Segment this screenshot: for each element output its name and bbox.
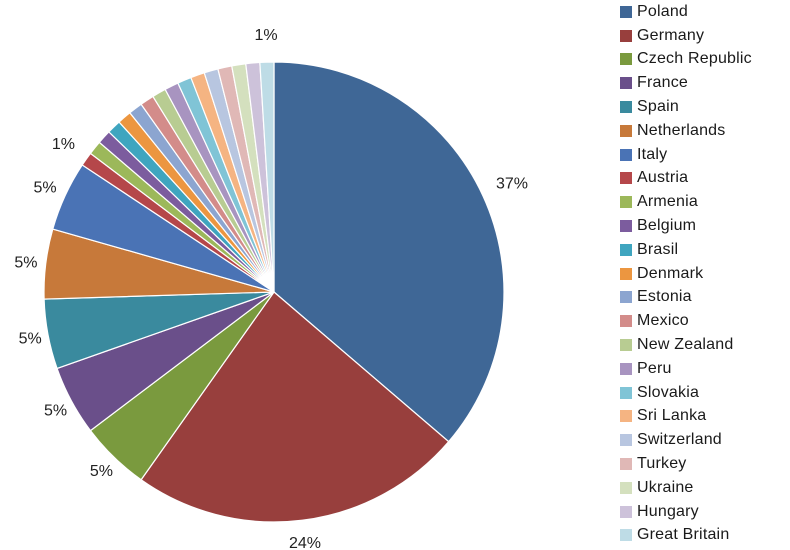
legend-label: Denmark: [637, 264, 704, 282]
legend-item-germany: Germany: [620, 24, 788, 48]
data-label-spain: 5%: [19, 331, 42, 348]
pie-slice-poland: [273, 61, 505, 443]
data-label-czech-republic: 5%: [90, 463, 113, 480]
legend-swatch: [620, 434, 632, 447]
data-label-austria: 1%: [52, 136, 75, 153]
legend-label: Brasil: [637, 240, 679, 258]
legend-item-france: France: [620, 71, 788, 95]
legend-swatch: [620, 410, 632, 423]
data-label-great-britain: 1%: [255, 27, 278, 44]
legend-label: Peru: [637, 359, 672, 377]
legend-item-new-zealand: New Zealand: [620, 333, 788, 357]
data-label-france: 5%: [44, 402, 67, 419]
data-label-poland: 37%: [496, 176, 528, 193]
legend-item-armenia: Armenia: [620, 190, 788, 214]
legend-item-peru: Peru: [620, 357, 788, 381]
legend: Poland Germany Czech Republic France Spain Ne…: [620, 0, 788, 547]
legend-item-austria: Austria: [620, 167, 788, 191]
legend-label: Poland: [637, 2, 689, 20]
data-label-netherlands: 5%: [14, 254, 37, 271]
legend-label: Estonia: [637, 288, 692, 306]
pie-chart: 37% 24% 5% 5% 5% 5% 5% 1% 1%: [14, 27, 528, 550]
pie-slice-germany: [140, 291, 450, 523]
legend-item-italy: Italy: [620, 143, 788, 167]
legend-swatch: [620, 220, 632, 233]
legend-item-great-britain: Great Britain: [620, 524, 788, 548]
legend-swatch: [620, 267, 632, 280]
legend-item-czech-republic: Czech Republic: [620, 48, 788, 72]
legend-label: New Zealand: [637, 336, 734, 354]
legend-item-mexico: Mexico: [620, 309, 788, 333]
legend-swatch: [620, 29, 632, 42]
legend-item-belgium: Belgium: [620, 214, 788, 238]
legend-label: Ukraine: [637, 478, 694, 496]
legend-item-hungary: Hungary: [620, 500, 788, 524]
legend-label: Germany: [637, 26, 705, 44]
legend-label: Great Britain: [637, 526, 730, 544]
legend-item-poland: Poland: [620, 0, 788, 24]
legend-swatch: [620, 196, 632, 209]
legend-swatch: [620, 101, 632, 114]
pie-slices: [43, 61, 505, 523]
legend-label: Italy: [637, 145, 668, 163]
data-label-germany: 24%: [289, 535, 321, 550]
legend-swatch: [620, 148, 632, 161]
pie-slice-great-britain: [259, 61, 275, 293]
legend-swatch: [620, 505, 632, 518]
legend-swatch: [620, 53, 632, 66]
legend-swatch: [620, 529, 632, 542]
legend-swatch: [620, 362, 632, 375]
legend-swatch: [620, 339, 632, 352]
legend-swatch: [620, 172, 632, 185]
legend-label: Turkey: [637, 455, 687, 473]
legend-swatch: [620, 5, 632, 18]
legend-item-switzerland: Switzerland: [620, 428, 788, 452]
legend-label: Armenia: [637, 193, 698, 211]
legend-item-sri-lanka: Sri Lanka: [620, 405, 788, 429]
legend-swatch: [620, 481, 632, 494]
legend-swatch: [620, 458, 632, 471]
legend-item-turkey: Turkey: [620, 452, 788, 476]
legend-label: Netherlands: [637, 121, 726, 139]
legend-label: Slovakia: [637, 383, 700, 401]
legend-label: Switzerland: [637, 431, 722, 449]
legend-item-spain: Spain: [620, 95, 788, 119]
legend-label: Hungary: [637, 502, 699, 520]
data-label-italy: 5%: [34, 180, 57, 197]
legend-label: Sri Lanka: [637, 407, 707, 425]
legend-item-denmark: Denmark: [620, 262, 788, 286]
legend-item-netherlands: Netherlands: [620, 119, 788, 143]
legend-swatch: [620, 315, 632, 328]
legend-swatch: [620, 386, 632, 399]
legend-label: France: [637, 74, 688, 92]
legend-item-estonia: Estonia: [620, 286, 788, 310]
legend-swatch: [620, 77, 632, 90]
legend-label: Spain: [637, 98, 679, 116]
legend-label: Mexico: [637, 312, 689, 330]
legend-label: Austria: [637, 169, 689, 187]
legend-label: Belgium: [637, 217, 697, 235]
legend-swatch: [620, 291, 632, 304]
pie-data-labels: 37% 24% 5% 5% 5% 5% 5% 1% 1%: [14, 27, 528, 550]
legend-item-slovakia: Slovakia: [620, 381, 788, 405]
legend-swatch: [620, 124, 632, 137]
legend-item-brasil: Brasil: [620, 238, 788, 262]
legend-item-ukraine: Ukraine: [620, 476, 788, 500]
legend-label: Czech Republic: [637, 50, 752, 68]
legend-swatch: [620, 243, 632, 256]
